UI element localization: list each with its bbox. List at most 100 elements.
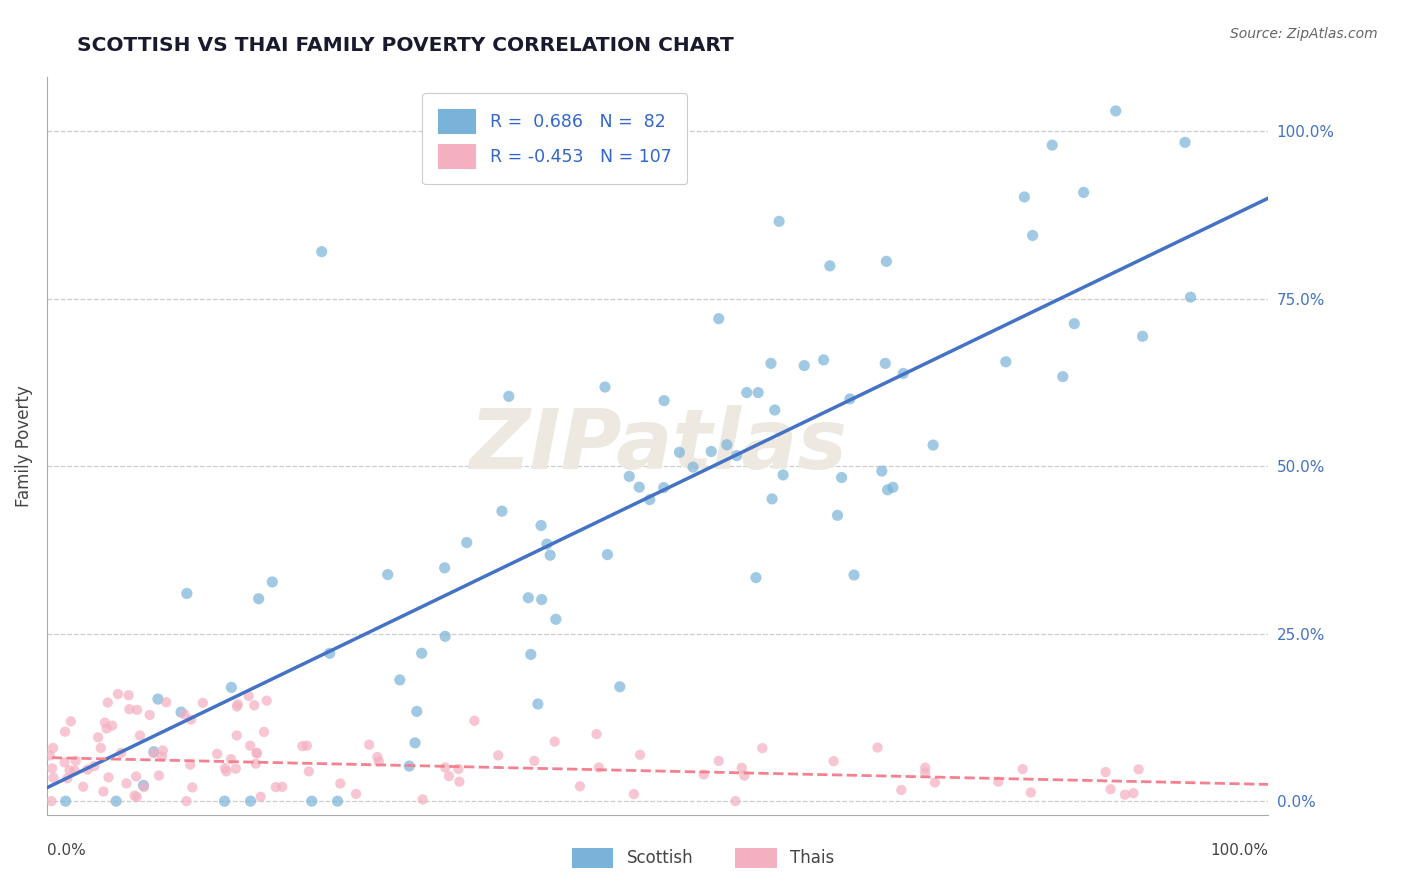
Point — [735, 385, 758, 400]
Point — [97, 696, 120, 710]
Point — [498, 389, 520, 403]
Point — [366, 750, 388, 764]
Point — [150, 749, 173, 764]
Point — [129, 729, 152, 743]
Point — [124, 789, 146, 803]
Point — [295, 739, 318, 753]
Point — [53, 724, 76, 739]
Point — [652, 393, 675, 408]
Point — [226, 699, 249, 714]
Point — [628, 480, 651, 494]
Point — [914, 765, 936, 780]
Point — [520, 648, 543, 662]
Point — [1014, 190, 1036, 204]
Point — [523, 754, 546, 768]
Point — [768, 214, 790, 228]
Point — [866, 740, 889, 755]
Point — [256, 693, 278, 707]
Point — [56, 772, 79, 786]
Point — [530, 518, 553, 533]
Text: ZIPatlas: ZIPatlas — [468, 406, 846, 486]
Point — [118, 702, 141, 716]
Point — [682, 460, 704, 475]
Point — [891, 367, 914, 381]
Point — [253, 725, 276, 739]
Point — [724, 794, 747, 808]
Point — [588, 760, 610, 774]
Point — [700, 444, 723, 458]
Point — [176, 586, 198, 600]
Point — [105, 794, 128, 808]
Point — [876, 483, 898, 497]
Point — [638, 492, 661, 507]
Point — [87, 731, 110, 745]
Point — [827, 508, 849, 523]
Point — [152, 743, 174, 757]
Text: 0.0%: 0.0% — [46, 843, 86, 858]
Point — [110, 746, 132, 760]
Point — [924, 775, 946, 789]
Point — [404, 736, 426, 750]
Text: Source: ZipAtlas.com: Source: ZipAtlas.com — [1230, 27, 1378, 41]
Point — [367, 755, 389, 769]
Point — [1105, 103, 1128, 118]
Point — [870, 464, 893, 478]
Point — [215, 764, 238, 779]
Point — [890, 783, 912, 797]
Point — [38, 748, 60, 763]
Point — [747, 385, 769, 400]
Point — [538, 548, 561, 562]
Point — [405, 705, 427, 719]
Point — [107, 687, 129, 701]
Point — [179, 757, 201, 772]
Point — [83, 759, 105, 773]
Point — [707, 754, 730, 768]
Point — [63, 764, 86, 778]
Point — [449, 774, 471, 789]
Point — [823, 754, 845, 768]
Point — [42, 771, 65, 785]
Point — [707, 311, 730, 326]
Point — [53, 756, 76, 770]
Legend: Scottish, Thais: Scottish, Thais — [565, 841, 841, 875]
Point — [818, 259, 841, 273]
Point — [326, 794, 349, 808]
Point — [239, 739, 262, 753]
Point — [214, 761, 236, 775]
Point — [922, 438, 945, 452]
Point — [301, 794, 323, 808]
Point — [93, 784, 115, 798]
Point — [725, 449, 748, 463]
Point — [155, 695, 177, 709]
Legend: R =  0.686   N =  82, R = -0.453   N = 107: R = 0.686 N = 82, R = -0.453 N = 107 — [422, 94, 688, 185]
Point — [94, 715, 117, 730]
Point — [692, 767, 714, 781]
Point — [544, 612, 567, 626]
Point — [875, 356, 897, 370]
Point — [1073, 186, 1095, 200]
Point — [1063, 317, 1085, 331]
Point — [593, 380, 616, 394]
Point — [536, 537, 558, 551]
Point — [716, 438, 738, 452]
Point — [55, 794, 77, 808]
Point — [733, 769, 755, 783]
Point — [246, 747, 269, 761]
Point — [181, 780, 204, 795]
Point — [377, 567, 399, 582]
Point — [628, 747, 651, 762]
Point — [1021, 228, 1043, 243]
Point — [41, 794, 63, 808]
Point — [517, 591, 540, 605]
Point — [59, 714, 82, 729]
Point — [138, 708, 160, 723]
Point — [148, 768, 170, 782]
Point — [132, 780, 155, 794]
Point — [176, 794, 198, 808]
Point — [987, 774, 1010, 789]
Point — [226, 698, 249, 712]
Point — [1052, 369, 1074, 384]
Point — [191, 696, 214, 710]
Point — [96, 722, 118, 736]
Point — [434, 760, 457, 774]
